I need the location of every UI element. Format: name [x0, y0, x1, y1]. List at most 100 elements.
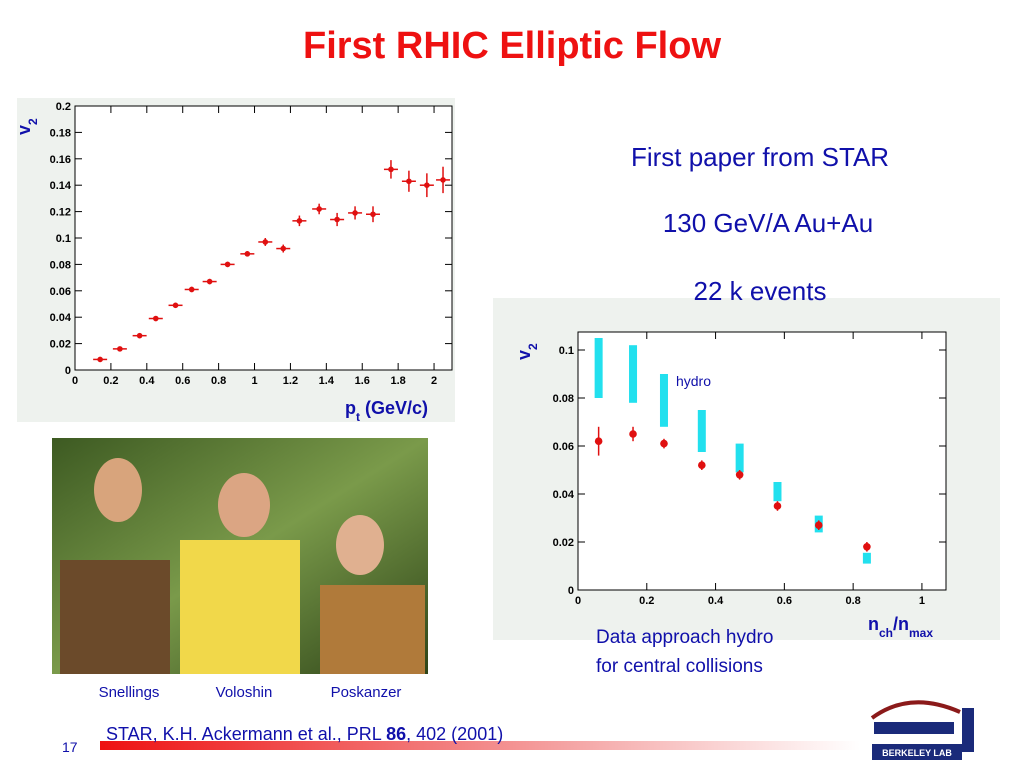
point	[280, 245, 287, 252]
x-tick-label: 0.2	[103, 375, 118, 387]
logo-text: BERKELEY LAB	[882, 748, 952, 758]
axis-label-part: 2	[26, 118, 40, 125]
axis-label-part: p	[345, 398, 356, 418]
hydro-band	[697, 410, 706, 452]
photo-name: Snellings	[99, 684, 160, 701]
y-tick-label: 0.18	[50, 127, 71, 139]
axis-label: v2	[14, 118, 40, 135]
citation-text: , 402 (2001)	[406, 724, 503, 744]
point	[629, 430, 637, 438]
axis-label: pt (GeV/c)	[345, 398, 428, 424]
hydro-band	[862, 552, 871, 564]
x-tick-label: 1.2	[283, 375, 298, 387]
x-tick-label: 0	[72, 375, 78, 387]
logo: BERKELEY LAB	[870, 700, 974, 760]
point	[296, 218, 303, 224]
point	[97, 356, 103, 363]
y-tick-label: 0.06	[553, 441, 574, 453]
photo-name: Voloshin	[216, 684, 273, 701]
x-tick-label: 1	[251, 375, 257, 387]
axis-label-part: n	[868, 614, 879, 634]
hydro-band	[629, 345, 638, 403]
point	[334, 216, 340, 223]
point	[660, 439, 668, 448]
hydro-band	[594, 338, 603, 398]
chart: 0 0.02 0.04 0.06 0.08 0.1 0.12 0.14 0.16 0.18 0.2 0…	[14, 101, 453, 424]
hydro-band	[735, 443, 744, 473]
axis-label-part: ch	[879, 626, 893, 640]
point	[406, 178, 412, 185]
axis-label: nch/nmax	[868, 614, 933, 640]
y-tick-label: 0.12	[50, 207, 71, 219]
x-tick-label: 0.8	[211, 375, 226, 387]
point	[773, 502, 782, 510]
y-tick-label: 0.1	[56, 233, 71, 245]
point	[188, 286, 195, 293]
point	[388, 166, 394, 173]
x-tick-label: 1	[919, 595, 925, 607]
y-tick-label: 0.04	[553, 489, 575, 501]
hydro-band	[659, 374, 668, 427]
note: 22 k events	[694, 276, 827, 306]
x-tick-label: 1.6	[355, 375, 370, 387]
point	[352, 210, 358, 216]
footer-rule	[100, 741, 860, 750]
x-tick-label: 0	[575, 595, 581, 607]
point	[370, 211, 376, 218]
point	[244, 251, 251, 257]
point	[424, 182, 430, 188]
x-tick-label: 0.8	[845, 595, 860, 607]
hydro-band	[773, 482, 782, 502]
axis-label-part: v	[14, 125, 34, 135]
slide-number: 17	[62, 739, 78, 755]
x-tick-label: 0.6	[175, 375, 190, 387]
plot-area	[74, 105, 453, 371]
citation-text: STAR, K.H. Ackermann et al., PRL	[106, 724, 386, 744]
axis-label-part: t	[356, 410, 360, 424]
x-tick-label: 0.2	[639, 595, 654, 607]
point	[735, 471, 744, 479]
photo	[52, 438, 428, 674]
point	[863, 543, 871, 551]
y-tick-label: 0.1	[559, 345, 574, 357]
x-tick-label: 1.4	[319, 375, 335, 387]
note: First paper from STAR	[631, 142, 889, 172]
point	[152, 315, 159, 322]
y-tick-label: 0.02	[50, 339, 71, 351]
citation: STAR, K.H. Ackermann et al., PRL 86, 402…	[106, 724, 503, 744]
x-tick-label: 0.4	[708, 595, 724, 607]
citation-volume: 86	[386, 724, 406, 744]
point	[224, 261, 231, 268]
y-tick-label: 0.08	[553, 393, 574, 405]
point	[136, 332, 143, 339]
point	[440, 177, 446, 183]
axis-label-part: 2	[526, 343, 540, 350]
point	[814, 521, 823, 529]
y-tick-label: 0.16	[50, 154, 71, 166]
y-tick-label: 0.14	[50, 180, 72, 192]
y-tick-label: 0	[65, 365, 71, 377]
x-tick-label: 0.4	[139, 375, 155, 387]
note: 130 GeV/A Au+Au	[663, 208, 873, 238]
y-tick-label: 0.2	[56, 101, 71, 113]
hydro-label: hydro	[676, 373, 711, 389]
y-tick-label: 0.08	[50, 259, 71, 271]
point	[316, 206, 322, 212]
point	[594, 437, 603, 446]
point	[206, 278, 213, 285]
y-tick-label: 0	[568, 585, 574, 597]
point	[698, 461, 706, 470]
axis-label-part: (GeV/c)	[365, 398, 428, 418]
plot-area	[577, 331, 947, 591]
axis-label-part: v	[514, 350, 534, 360]
chart: 0 0.02 0.04 0.06 0.08 0.1 0 0.2 0.4 0.6 0.8 1 hydro v…	[514, 331, 947, 640]
axis-label-part: max	[909, 626, 933, 640]
x-tick-label: 1.8	[390, 375, 405, 387]
x-tick-label: 0.6	[777, 595, 792, 607]
caption: Data approach hydro	[596, 627, 773, 648]
caption: for central collisions	[596, 656, 763, 677]
y-tick-label: 0.06	[50, 286, 71, 298]
point	[172, 302, 179, 309]
